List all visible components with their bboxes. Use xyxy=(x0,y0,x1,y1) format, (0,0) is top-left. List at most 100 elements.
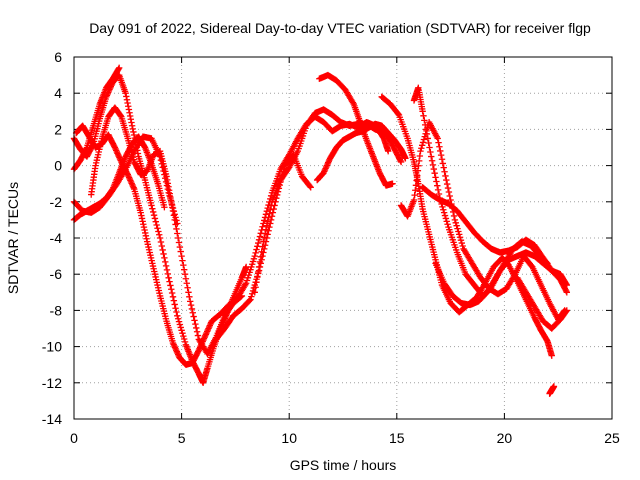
data-point xyxy=(418,142,426,149)
data-point xyxy=(307,184,314,191)
data-point xyxy=(171,211,178,218)
data-point xyxy=(253,246,260,253)
data-point xyxy=(443,180,451,188)
data-point xyxy=(431,170,438,177)
data-point xyxy=(430,165,438,173)
data-point xyxy=(443,218,450,225)
data-points xyxy=(70,64,571,397)
y-tick-label: -6 xyxy=(50,266,63,282)
data-point xyxy=(176,243,184,251)
data-point xyxy=(259,223,266,230)
data-point xyxy=(444,184,452,192)
data-point xyxy=(440,164,447,171)
data-point xyxy=(420,112,427,120)
data-point xyxy=(164,270,172,278)
data-point xyxy=(389,180,396,187)
data-point xyxy=(458,239,465,247)
data-point xyxy=(151,215,159,222)
data-point xyxy=(154,225,161,232)
data-point xyxy=(148,202,155,209)
data-point xyxy=(260,238,267,245)
data-point xyxy=(402,155,409,162)
data-point xyxy=(171,216,178,224)
data-point xyxy=(266,210,273,217)
data-point xyxy=(261,230,269,237)
data-point xyxy=(255,239,262,247)
data-point xyxy=(173,225,180,233)
data-point xyxy=(419,108,426,115)
data-point xyxy=(174,315,182,322)
data-point xyxy=(397,158,405,166)
data-point xyxy=(174,234,182,242)
data-point xyxy=(177,248,184,255)
data-point xyxy=(251,252,258,260)
data-point xyxy=(180,261,187,269)
data-point xyxy=(162,258,169,266)
data-point xyxy=(425,139,432,147)
data-point xyxy=(252,284,259,291)
data-point xyxy=(257,253,264,261)
data-point xyxy=(450,212,458,220)
series-arc-15 xyxy=(432,238,551,309)
data-point xyxy=(264,218,271,225)
data-point xyxy=(260,220,267,227)
data-point xyxy=(422,121,429,129)
data-point xyxy=(439,160,447,167)
data-point xyxy=(306,183,314,190)
data-point xyxy=(188,305,196,313)
data-point xyxy=(184,284,191,291)
data-point xyxy=(436,143,443,150)
data-point xyxy=(170,212,178,219)
data-point xyxy=(434,182,441,189)
data-point xyxy=(459,242,466,250)
data-point xyxy=(394,110,402,118)
data-point xyxy=(428,153,435,160)
x-axis-title: GPS time / hours xyxy=(290,457,397,473)
data-point xyxy=(172,305,179,312)
data-point xyxy=(149,205,156,212)
data-point xyxy=(178,327,185,334)
data-point xyxy=(440,209,448,216)
data-point xyxy=(446,192,453,200)
data-point xyxy=(173,308,180,316)
data-point xyxy=(270,205,277,213)
data-point xyxy=(162,262,170,270)
tick-labels: 0 5 10 15 20 25 -14 -12 -10 -8 -6 -4 -2 0 2 4 6 xyxy=(42,49,620,446)
data-point xyxy=(252,249,259,257)
data-point xyxy=(265,214,272,221)
data-point xyxy=(563,281,571,289)
data-point xyxy=(115,64,123,72)
data-point xyxy=(169,293,177,301)
data-point xyxy=(158,242,166,250)
data-point xyxy=(550,383,558,390)
y-tick-label: 6 xyxy=(54,49,62,65)
data-point xyxy=(417,147,424,155)
data-point xyxy=(179,257,186,264)
data-point xyxy=(187,301,195,309)
y-tick-label: 2 xyxy=(54,121,62,137)
data-point xyxy=(548,352,555,359)
data-point xyxy=(156,234,164,242)
data-point xyxy=(161,254,168,262)
data-point xyxy=(456,234,464,241)
data-point xyxy=(255,268,262,276)
axis-ticks xyxy=(73,56,613,420)
data-point xyxy=(180,332,187,340)
data-point xyxy=(432,174,439,181)
data-point xyxy=(563,289,571,296)
data-point xyxy=(428,157,436,164)
data-point xyxy=(435,190,443,198)
data-point xyxy=(258,248,265,255)
data-point xyxy=(453,222,460,229)
data-point xyxy=(422,126,430,133)
data-point xyxy=(261,234,268,241)
data-point xyxy=(237,293,245,300)
y-tick-label: -4 xyxy=(50,230,63,246)
data-point xyxy=(155,228,162,235)
y-tick-label: -14 xyxy=(42,411,62,427)
data-point xyxy=(166,278,173,285)
grid xyxy=(74,57,612,419)
series-arc-6 xyxy=(88,104,246,358)
data-point xyxy=(179,330,186,337)
